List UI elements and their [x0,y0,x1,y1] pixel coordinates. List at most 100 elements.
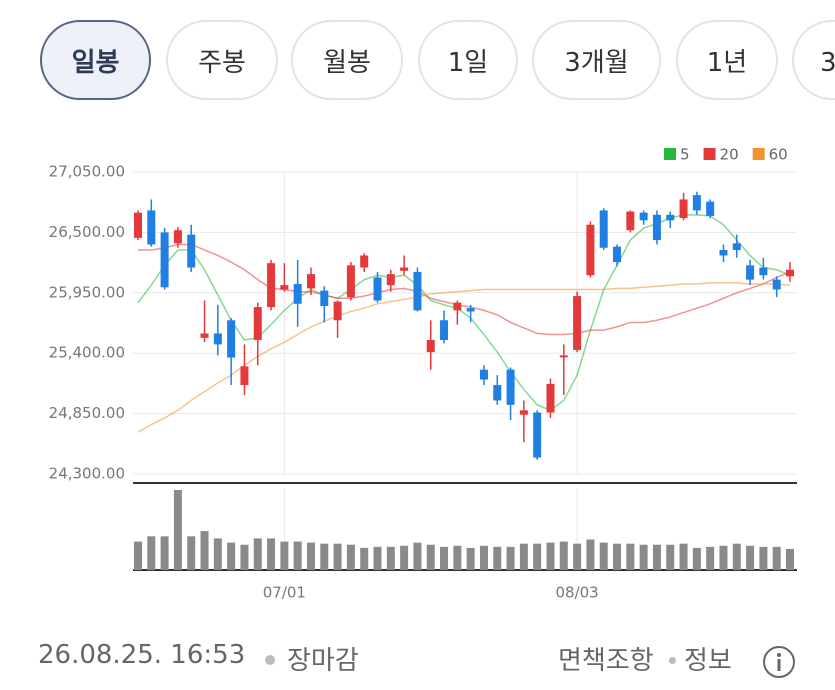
volume-bar [466,547,475,570]
period-tab[interactable]: 1년 [676,20,778,100]
candle-body [346,265,355,298]
volume-bar [360,547,369,570]
candle-body [306,274,315,289]
volume-bar [746,545,755,570]
disclaimer-link[interactable]: 면책조항 [558,646,654,676]
timestamp: 26.08.25. 16:53 [38,640,246,670]
volume-bar [280,541,289,570]
period-tab[interactable]: 1일 [418,20,518,100]
volume-bar [200,531,209,570]
volume-bar [772,546,781,570]
candle-body [293,284,302,304]
volume-bar [173,490,182,570]
volume-bar [134,541,142,570]
candle-body [373,277,382,301]
volume-bar [639,544,648,570]
period-tab[interactable]: 일봉 [40,20,151,100]
period-tab[interactable]: 월봉 [291,20,403,100]
volume-bar [240,544,249,570]
candle-body [786,269,794,277]
volume-bar [306,542,315,570]
volume-bar [666,544,675,570]
candle-body [759,267,768,276]
y-tick-label: 27,050.00 [49,163,125,181]
x-tick-label: 07/01 [263,584,306,602]
volume-bar [599,542,608,570]
moving-average-line [138,243,791,336]
candle-body [426,340,435,353]
candle-body [333,301,342,321]
volume-bar [719,545,728,570]
period-tab[interactable]: 주봉 [166,20,278,100]
volume-bar [679,543,688,570]
volume-bar [453,545,462,570]
x-tick-label: 08/03 [555,584,598,602]
moving-average-line [137,214,791,412]
volume-bar [426,544,435,570]
volume-bar [147,536,156,570]
candle-body [493,385,502,401]
candle-body [692,195,701,211]
info-bar [777,659,781,671]
candle-body [706,201,715,216]
candle-body [173,230,182,244]
legend-label: 60 [769,146,788,164]
moving-average-line [137,282,791,433]
candle-body [639,212,648,221]
y-tick-label: 25,400.00 [49,344,125,362]
candle-body [613,246,622,263]
candle-body [506,369,515,405]
legend-swatch [664,148,676,160]
volume-bar [652,544,661,570]
candle-body [666,214,675,221]
candle-body [732,243,741,250]
period-tab[interactable]: 3개월 [532,20,661,100]
candle-body [652,214,661,241]
candle-body [453,302,462,311]
volume-bar [519,543,528,570]
candle-body [320,290,329,306]
volume-bar [293,541,302,570]
volume-bar [267,538,276,570]
chart: 27,050.00 26,500.00 25,950.00 25,400.00 24,8… [49,146,797,602]
volume-bar [506,546,515,570]
candle-body [160,232,169,288]
candle-body [413,271,422,311]
info-icon[interactable] [761,644,797,680]
volume-bar [786,548,794,570]
candle-body [466,308,475,312]
legend-swatch [752,148,765,160]
candle-body [134,212,142,238]
candle-body [559,355,568,358]
volume-bar [187,536,196,570]
candle-body [187,234,196,268]
volume-bar [479,545,488,570]
info-dot [777,653,781,657]
volume-bar [213,538,222,570]
candle-body [240,366,249,386]
volume-bar [692,547,701,570]
info-link[interactable]: 정보 [684,646,732,676]
candle-body [586,224,595,276]
candle-body [280,285,289,290]
candle-body [533,412,542,458]
candle-body [360,255,369,268]
volume-bar [227,542,236,570]
separator-dot [265,655,275,665]
candle-body [599,210,608,248]
volume-bar [586,539,595,570]
volume-bar [160,536,169,570]
y-tick-label: 25,950.00 [49,283,125,301]
volume-bar [413,542,422,570]
volume-bar [373,546,382,570]
candle-body [213,333,222,345]
volume-bar [320,543,329,570]
candle-body [746,265,755,280]
market-status: 장마감 [287,646,359,676]
y-tick-label: 26,500.00 [49,223,125,241]
candle-body [253,307,262,341]
candle-body [546,383,555,413]
volume-bar [573,543,582,570]
volume-bar [346,544,355,570]
